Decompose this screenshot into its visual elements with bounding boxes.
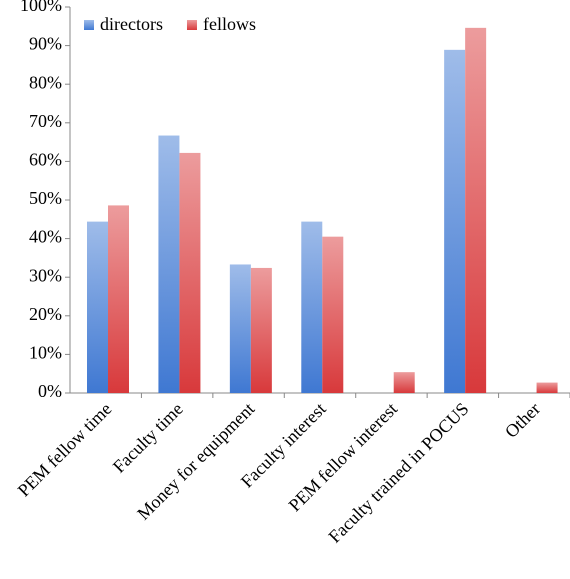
x-tick-label: Faculty trained in POCUS	[324, 399, 472, 547]
bar	[322, 236, 344, 393]
bar	[108, 205, 129, 393]
bar	[301, 221, 323, 393]
x-tick-label: PEM fellow time	[14, 399, 116, 501]
y-tick-label: 10%	[29, 343, 62, 363]
y-tick-label: 20%	[29, 304, 62, 324]
legend-swatch	[186, 20, 197, 30]
bar	[465, 27, 487, 394]
bar	[393, 372, 415, 393]
bar	[444, 49, 466, 393]
bar	[179, 152, 201, 393]
y-tick-label: 50%	[29, 188, 62, 208]
bar	[87, 221, 108, 393]
x-tick-label: Faculty time	[109, 399, 187, 477]
x-tick-label: Other	[501, 399, 544, 442]
y-tick-label: 100%	[20, 0, 62, 15]
bar	[158, 135, 180, 393]
y-tick-label: 0%	[38, 381, 62, 401]
y-tick-label: 30%	[29, 265, 62, 285]
bar	[250, 267, 272, 393]
legend-label: directors	[100, 14, 163, 34]
y-tick-label: 60%	[29, 150, 62, 170]
y-tick-label: 40%	[29, 227, 62, 247]
bar	[229, 264, 251, 393]
legend-swatch	[84, 20, 94, 30]
x-tick-label: Money for equipment	[133, 399, 258, 524]
bar	[536, 382, 558, 393]
y-tick-label: 80%	[29, 72, 62, 92]
y-tick-label: 90%	[29, 34, 62, 54]
legend-label: fellows	[203, 14, 256, 34]
y-tick-label: 70%	[29, 111, 62, 131]
